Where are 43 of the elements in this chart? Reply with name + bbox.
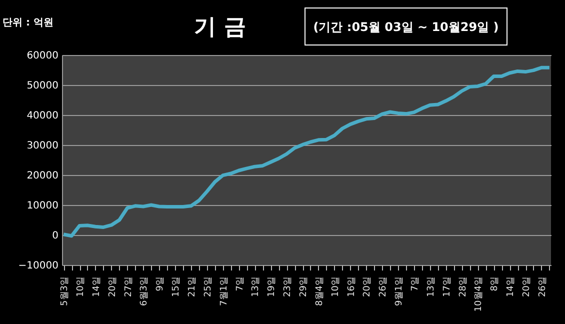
x-tick-label: 9월1일 xyxy=(394,276,405,306)
x-tick-label: 17일 xyxy=(442,276,452,297)
y-axis-title: 단위 : 억원 xyxy=(2,18,54,28)
x-tick-label: 26일 xyxy=(538,276,548,297)
x-tick-label: 15일 xyxy=(172,276,182,297)
x-tick-label: 29일 xyxy=(299,276,310,297)
x-tick-label: 8일 xyxy=(490,276,500,292)
x-tick-label: 7일 xyxy=(235,276,246,292)
x-tick-label: 10월4일 xyxy=(474,276,484,312)
x-tick-label: 13일 xyxy=(251,276,262,297)
x-tick-label: 26일 xyxy=(378,276,389,297)
x-tick-label: 5월3일 xyxy=(60,276,70,306)
x-tick-label: 23일 xyxy=(283,276,294,297)
y-tick-label: 50000 xyxy=(26,80,58,92)
text: (기간 :05월 03일 ~ 10월29일 ) xyxy=(313,20,499,34)
x-tick-label: 28일 xyxy=(458,276,468,297)
x-tick-label: 10일 xyxy=(76,276,86,297)
line-series xyxy=(62,66,552,238)
x-tick-label: 14일 xyxy=(92,276,102,297)
y-tick-label: 30000 xyxy=(26,140,58,152)
x-tick-label: 20일 xyxy=(108,276,118,297)
y-tick-label: −10000 xyxy=(18,260,58,272)
x-tick-label: 20일 xyxy=(362,276,373,297)
x-tick-label: 6월3일 xyxy=(140,276,150,306)
y-tick-label: 40000 xyxy=(26,110,58,122)
x-tick-label: 7월1일 xyxy=(219,276,230,306)
x-tick-label: 7일 xyxy=(410,276,421,292)
x-tick-label: 20일 xyxy=(522,276,532,297)
y-tick-label: 10000 xyxy=(26,200,58,212)
x-tick-label: 14일 xyxy=(506,276,516,297)
x-tick-label: 27일 xyxy=(124,276,134,297)
x-tick-label: 10일 xyxy=(330,276,341,297)
y-tick-label: 20000 xyxy=(26,170,58,182)
x-tick-label: 19일 xyxy=(267,276,278,297)
y-tick-label: 0 xyxy=(52,230,58,242)
y-tick-label: 60000 xyxy=(26,50,58,62)
x-tick-label: 9일 xyxy=(156,276,166,292)
x-tick-label: 21일 xyxy=(188,276,198,297)
x-tick-label: 25일 xyxy=(203,276,214,297)
x-tick-label: 8월4일 xyxy=(314,276,325,306)
chart-title: 기 금 xyxy=(194,15,246,40)
x-tick-label: 13일 xyxy=(426,276,436,297)
x-tick-label: 16일 xyxy=(346,276,357,297)
